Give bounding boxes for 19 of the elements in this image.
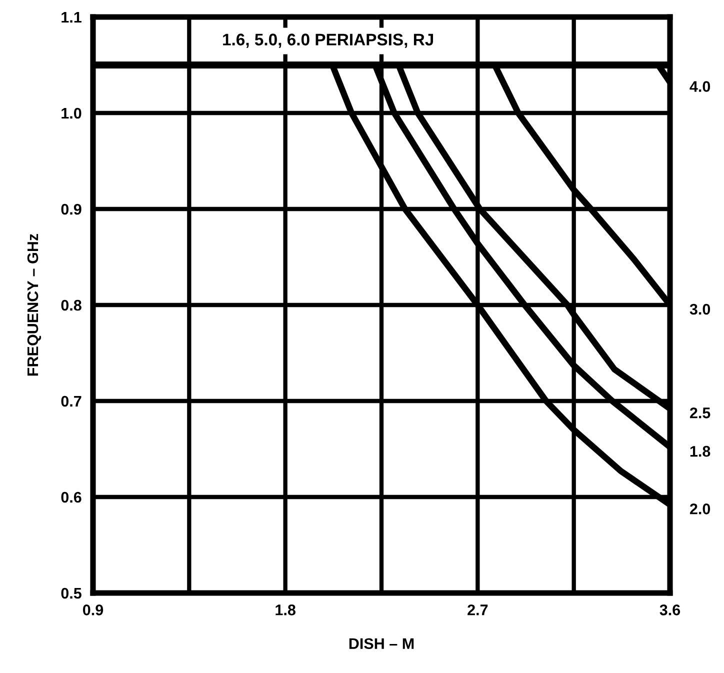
y-tick-label: 0.8 [61, 300, 82, 311]
x-tick-label: 0.9 [82, 604, 104, 616]
annotation: 1.6, 5.0, 6.0 PERIAPSIS, RJ [223, 34, 434, 48]
x-tick-label: 2.7 [468, 604, 488, 616]
y-tick-label: 0.9 [61, 204, 82, 215]
series-label: 2.5 [690, 408, 710, 418]
y-tick-label: 1.0 [62, 108, 82, 119]
series-label: 1.8 [690, 446, 710, 457]
series-label: 3.0 [690, 304, 710, 315]
y-tick-label: 0.5 [61, 588, 82, 599]
y-tick-label: 1.1 [62, 12, 82, 23]
series-label: 2.0 [690, 504, 710, 514]
x-tick-label: 1.8 [276, 604, 296, 616]
x-tick-label: 3.6 [660, 604, 680, 616]
y-tick-label: 0.6 [61, 492, 82, 503]
x-axis-title: DISH – M [349, 638, 414, 650]
series-label: 4.0 [690, 81, 710, 92]
y-tick-label: 0.7 [61, 396, 82, 407]
y-axis-title: FREQUENCY – GHz [27, 234, 42, 376]
